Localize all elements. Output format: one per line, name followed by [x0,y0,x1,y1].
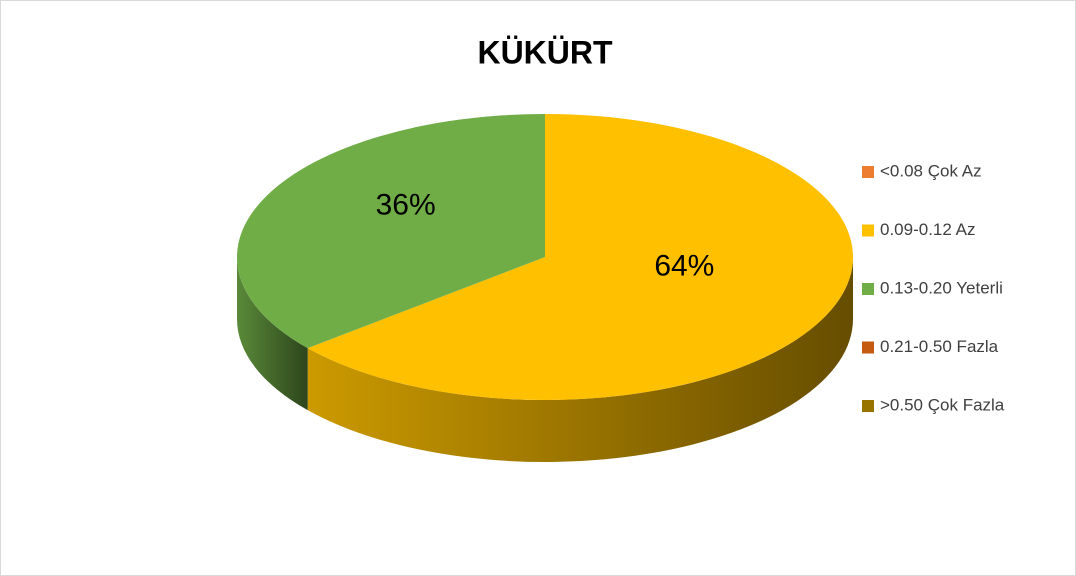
legend-swatch [862,283,874,295]
slice-side [237,257,308,411]
data-label: 64% [654,249,714,282]
chart-title: KÜKÜRT [477,34,613,70]
legend-swatch [862,341,874,354]
legend-label: >0.50 Çok Fazla [880,395,1005,414]
slice [236,114,545,349]
slice [307,114,854,401]
legend-label: 0.21-0.50 Fazla [880,337,999,356]
legend-label: 0.13-0.20 Yeterli [880,278,1003,297]
legend-swatch [862,400,874,412]
legend-label: <0.08 Çok Az [880,161,982,180]
slice-side [307,257,854,462]
legend-label: 0.09-0.12 Az [880,220,975,239]
legend-swatch [862,166,874,178]
legend-swatch [862,224,874,237]
data-label: 36% [376,188,436,221]
